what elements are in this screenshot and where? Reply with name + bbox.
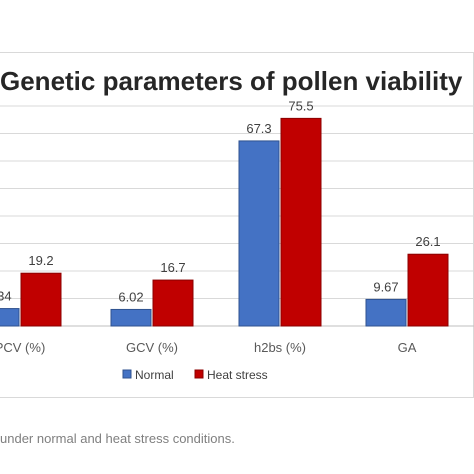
data-label: 67.3 [246, 121, 271, 136]
chart-title: Genetic parameters of pollen viability [0, 66, 463, 96]
data-label: 6.02 [118, 289, 143, 304]
bar-normal [238, 140, 280, 327]
bar-heat-stress [280, 117, 322, 327]
chart-area [0, 52, 474, 398]
x-tick-label: h2bs (%) [254, 340, 306, 355]
data-label: 6.34 [0, 289, 12, 304]
figure-caption: under normal and heat stress conditions. [0, 431, 235, 446]
bar-normal [0, 308, 20, 327]
bar-heat-stress [20, 272, 62, 327]
bar-heat-stress [152, 279, 194, 327]
data-label: 19.2 [28, 253, 53, 268]
data-label: 16.7 [160, 260, 185, 275]
x-tick-label: PCV (%) [0, 340, 45, 355]
legend-label: Normal [135, 368, 174, 382]
data-label: 26.1 [415, 234, 440, 249]
data-label: 75.5 [288, 98, 313, 113]
legend-swatch [122, 369, 132, 379]
legend-label: Heat stress [207, 368, 268, 382]
x-tick-label: GA [398, 340, 417, 355]
bar-heat-stress [407, 253, 449, 327]
bar-normal [110, 308, 152, 327]
bar-normal [365, 298, 407, 327]
x-tick-label: GCV (%) [126, 340, 178, 355]
legend-swatch [194, 369, 204, 379]
data-label: 9.67 [373, 279, 398, 294]
